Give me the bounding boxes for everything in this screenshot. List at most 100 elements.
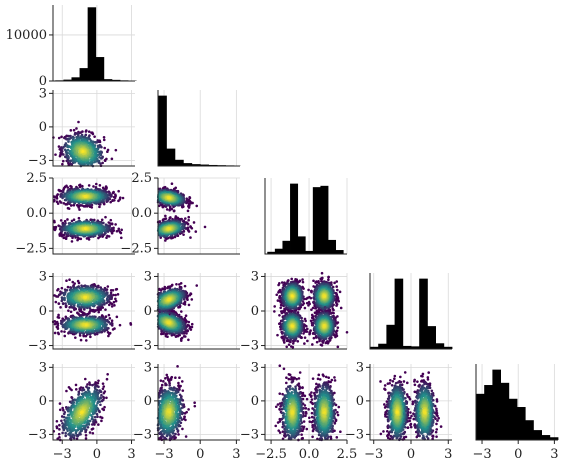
scatter-point	[66, 206, 70, 210]
hist-bar	[328, 239, 337, 254]
scatter-point	[88, 312, 91, 315]
panel-3-0	[49, 273, 135, 350]
hist-bar	[297, 236, 306, 254]
scatter-point	[121, 196, 125, 200]
scatter-point	[88, 307, 92, 310]
scatter-point	[68, 278, 71, 282]
scatter-point	[184, 217, 187, 220]
scatter-point	[77, 120, 80, 124]
scatter-point	[67, 309, 70, 312]
hist-bar	[71, 77, 80, 81]
y-tick-label: 2.5	[26, 171, 47, 186]
hist-bar	[290, 183, 299, 254]
scatter-point	[56, 331, 60, 335]
scatter-point	[167, 227, 171, 230]
scatter-point	[84, 339, 88, 342]
scatter-point	[190, 322, 194, 326]
scatter-point	[103, 158, 107, 162]
scatter-point	[109, 222, 112, 225]
scatter-point	[105, 297, 109, 300]
scatter-point	[118, 230, 122, 234]
y-tick-label: 0	[39, 304, 47, 319]
scatter-point	[66, 186, 70, 189]
scatter-point	[81, 184, 84, 188]
scatter-point	[57, 136, 61, 140]
scatter-point	[53, 198, 56, 202]
hist-bar	[200, 164, 210, 166]
scatter-point	[78, 185, 82, 189]
y-tick-label: −2.5	[120, 241, 152, 256]
scatter-point	[63, 231, 67, 235]
scatter-point	[57, 316, 61, 319]
scatter-point	[103, 146, 107, 150]
scatter-point	[78, 332, 82, 335]
scatter-point	[112, 195, 116, 199]
scatter-point	[163, 287, 167, 291]
scatter-point	[81, 150, 85, 153]
scatter-point	[109, 218, 113, 222]
scatter-point	[172, 209, 176, 213]
scatter-point	[83, 227, 87, 230]
scatter-point	[129, 321, 132, 325]
scatter-point	[106, 150, 109, 154]
y-tick-label: 10000	[6, 28, 47, 43]
scatter-point	[53, 220, 56, 224]
scatter-point	[58, 200, 62, 203]
scatter-point	[74, 336, 77, 339]
scatter-point	[61, 162, 64, 166]
scatter-point	[66, 151, 69, 155]
scatter-point	[66, 231, 70, 235]
scatter-point	[195, 204, 199, 208]
scatter-point	[111, 328, 115, 331]
scatter-point	[64, 142, 68, 145]
scatter-point	[108, 317, 112, 320]
scatter-point	[107, 313, 111, 317]
hist-bar	[274, 248, 283, 254]
scatter-point	[187, 303, 191, 307]
scatter-point	[112, 300, 116, 304]
scatter-point	[93, 135, 96, 138]
scatter-point	[63, 236, 66, 239]
scatter-point	[97, 310, 101, 314]
axis-spines	[157, 90, 240, 167]
scatter-point	[67, 161, 70, 165]
scatter-point	[165, 208, 169, 211]
scatter-point	[109, 322, 112, 326]
scatter-point	[75, 127, 78, 130]
scatter-point	[203, 225, 207, 229]
scatter-point	[195, 284, 199, 287]
scatter-point	[66, 218, 69, 221]
scatter-point	[79, 237, 83, 241]
scatter-point	[116, 293, 120, 296]
hist-bar	[166, 148, 176, 166]
scatter-point	[112, 293, 115, 297]
scatter-point	[178, 287, 182, 291]
hist-bar	[191, 164, 201, 166]
hist-bar	[87, 7, 97, 81]
y-tick-label: 0	[39, 74, 47, 89]
scatter-point	[73, 133, 77, 136]
scatter-point	[70, 163, 74, 166]
panel-3-1	[154, 273, 240, 350]
scatter-point	[188, 326, 192, 330]
panel-1-0	[49, 90, 135, 168]
y-tick-label: −3	[28, 153, 47, 168]
scatter-point	[104, 215, 107, 219]
scatter-point	[109, 200, 112, 204]
scatter-point	[182, 233, 185, 236]
y-tick-label: 0.0	[26, 206, 47, 221]
scatter-point	[63, 296, 66, 300]
scatter-point	[187, 338, 190, 342]
scatter-point	[64, 304, 68, 308]
hist-bar	[111, 79, 121, 81]
scatter-point	[115, 229, 119, 233]
scatter-point	[57, 302, 61, 305]
scatter-point	[63, 334, 67, 338]
scatter-point	[89, 335, 92, 339]
scatter-point	[63, 292, 67, 296]
scatter-point	[64, 302, 67, 305]
scatter-point	[61, 302, 65, 305]
y-tick-label: −3	[28, 339, 47, 354]
y-tick-label: 0	[39, 120, 47, 135]
scatter-point	[75, 203, 79, 207]
